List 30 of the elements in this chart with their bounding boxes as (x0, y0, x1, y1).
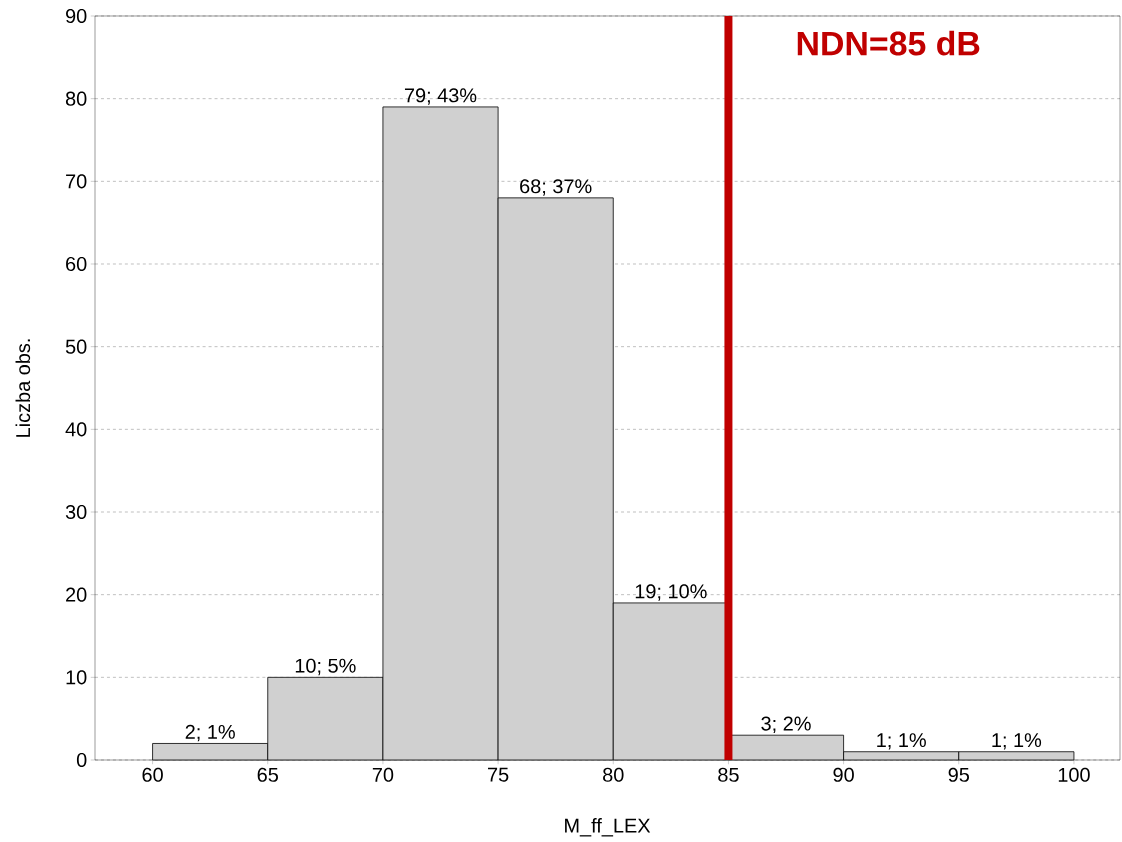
x-tick-label: 90 (833, 767, 854, 782)
x-tick-label: 100 (1058, 767, 1090, 782)
x-tick-label: 60 (142, 767, 163, 782)
data-label: 79; 43% (404, 88, 477, 105)
ref-line-label: NDN=85 dB (797, 30, 980, 56)
y-tick-label: 80 (65, 91, 87, 106)
x-tick-label: 85 (718, 767, 739, 782)
x-axis-title: M_ff_LEX (565, 818, 651, 837)
data-label: 19; 10% (635, 584, 707, 601)
y-tick-label: 70 (66, 174, 87, 189)
data-label: 10; 5% (295, 658, 356, 676)
y-tick-label: 40 (65, 422, 87, 437)
y-tick-label: 50 (65, 339, 87, 354)
x-tick-label: 80 (603, 767, 624, 782)
y-tick-label: 90 (66, 8, 87, 24)
y-tick-label: 10 (66, 670, 87, 685)
x-tick-label: 95 (948, 767, 970, 782)
y-axis-title: Liczba obs. (15, 339, 31, 437)
x-tick-label: 75 (488, 767, 509, 782)
data-label: 3; 2% (761, 716, 811, 733)
y-tick-label: 30 (65, 504, 87, 520)
data-label: 2; 1% (185, 724, 235, 742)
data-label: 68; 37% (520, 179, 592, 196)
y-tick-label: 60 (66, 256, 87, 272)
data-label: 1; 1% (877, 733, 926, 750)
y-tick-label: 20 (66, 587, 87, 602)
y-tick-label: 0 (76, 752, 87, 768)
x-tick-label: 65 (257, 767, 278, 782)
data-label: 1; 1% (992, 733, 1042, 750)
x-tick-label: 70 (372, 767, 394, 782)
